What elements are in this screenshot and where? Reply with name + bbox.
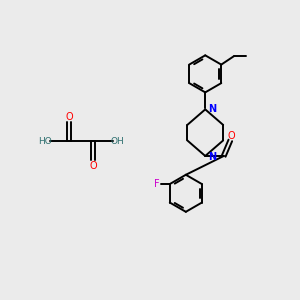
Text: F: F xyxy=(154,179,160,189)
Text: OH: OH xyxy=(111,136,124,146)
Text: N: N xyxy=(208,104,216,114)
Text: O: O xyxy=(89,160,97,170)
Text: O: O xyxy=(66,112,73,122)
Text: O: O xyxy=(228,131,235,141)
Text: N: N xyxy=(208,152,216,162)
Text: HO: HO xyxy=(38,136,52,146)
